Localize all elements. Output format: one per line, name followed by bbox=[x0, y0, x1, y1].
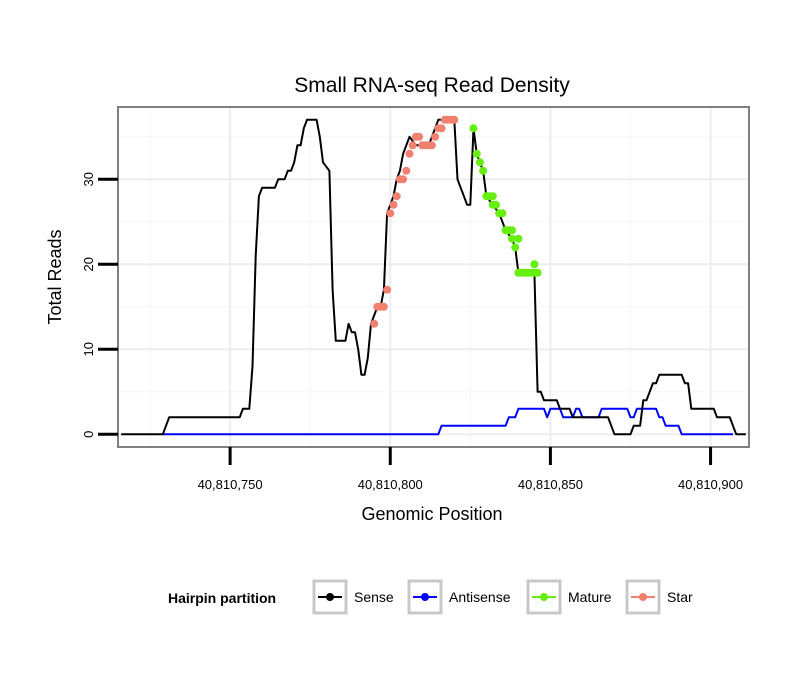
data-point-mature bbox=[479, 166, 488, 175]
data-point-star bbox=[427, 141, 436, 150]
x-axis-label: Genomic Position bbox=[361, 504, 502, 524]
data-point-mature bbox=[469, 124, 478, 133]
data-point-mature bbox=[511, 243, 520, 252]
data-point-star bbox=[405, 149, 414, 158]
x-tick-label: 40,810,800 bbox=[358, 477, 423, 492]
x-axis: 40,810,750 40,810,800 40,810,850 40,810,900 bbox=[198, 447, 743, 492]
series-points-mature bbox=[469, 124, 542, 277]
data-point-star bbox=[408, 141, 417, 150]
series-line-antisense bbox=[162, 407, 733, 436]
legend-entry-antisense: Antisense bbox=[407, 579, 511, 615]
legend-entry-star: Star bbox=[625, 579, 693, 615]
data-point-star bbox=[389, 200, 398, 209]
y-axis-label: Total Reads bbox=[45, 229, 65, 324]
data-point-mature bbox=[533, 268, 542, 277]
data-point-star bbox=[386, 209, 395, 218]
plot-border bbox=[117, 106, 750, 448]
legend-label-star: Star bbox=[667, 589, 693, 605]
data-point-mature bbox=[475, 158, 484, 167]
plot-background bbox=[118, 107, 749, 447]
legend-label-antisense: Antisense bbox=[449, 589, 511, 605]
x-tick-label: 40,810,900 bbox=[678, 477, 743, 492]
data-point-mature bbox=[492, 200, 500, 209]
y-axis: 0 10 20 30 bbox=[81, 172, 118, 438]
y-tick-label: 10 bbox=[81, 342, 96, 356]
data-point-mature bbox=[530, 260, 539, 269]
legend-entry-sense: Sense bbox=[312, 579, 394, 615]
y-tick-label: 30 bbox=[81, 172, 96, 186]
data-point-star bbox=[437, 124, 446, 133]
data-point-star bbox=[402, 166, 411, 175]
legend-label-sense: Sense bbox=[354, 589, 394, 605]
data-point-star bbox=[399, 175, 408, 184]
x-tick-label: 40,810,750 bbox=[198, 477, 263, 492]
legend-entries: Sense Antisense Mature Star bbox=[312, 579, 693, 615]
y-tick-label: 20 bbox=[81, 257, 96, 271]
data-point-star bbox=[431, 132, 440, 141]
legend-key-point bbox=[639, 593, 647, 601]
data-point-mature bbox=[508, 226, 516, 235]
data-point-star bbox=[392, 192, 401, 201]
data-point-star bbox=[370, 319, 379, 328]
legend-title: Hairpin partition bbox=[168, 590, 276, 606]
legend: Hairpin partition Sense Antisense Mature St… bbox=[168, 579, 693, 615]
chart-title: Small RNA-seq Read Density bbox=[294, 74, 570, 97]
y-tick-label: 0 bbox=[81, 431, 96, 438]
data-point-star bbox=[383, 285, 392, 294]
legend-label-mature: Mature bbox=[568, 589, 612, 605]
data-point-star bbox=[450, 115, 459, 124]
data-point-star bbox=[379, 302, 388, 311]
data-point-mature bbox=[488, 192, 497, 201]
series-layer bbox=[121, 115, 746, 436]
data-point-mature bbox=[514, 234, 523, 243]
data-point-mature bbox=[472, 149, 481, 158]
x-tick-label: 40,810,850 bbox=[518, 477, 583, 492]
legend-key-point bbox=[421, 593, 429, 601]
legend-entry-mature: Mature bbox=[526, 579, 612, 615]
plot-panel bbox=[117, 106, 750, 448]
legend-key-point bbox=[540, 593, 548, 601]
legend-key-point bbox=[326, 593, 334, 601]
series-points-star bbox=[370, 115, 459, 328]
data-point-mature bbox=[498, 209, 507, 218]
data-point-mature bbox=[508, 234, 516, 243]
data-point-star bbox=[415, 132, 424, 141]
